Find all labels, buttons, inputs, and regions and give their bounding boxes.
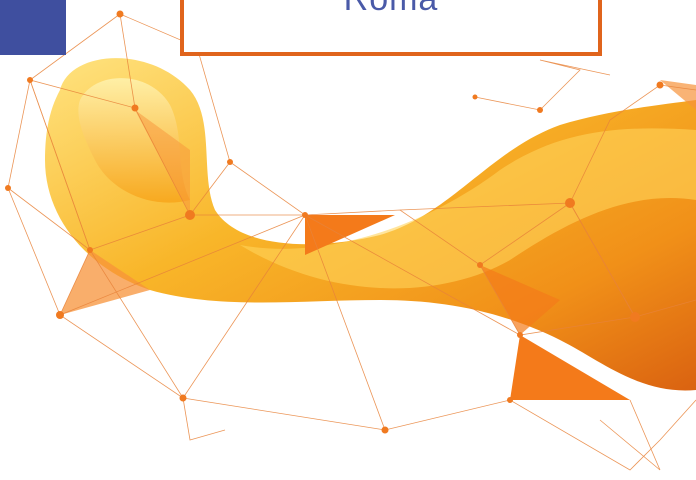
blue-block	[0, 0, 66, 55]
title-box: Roma	[180, 0, 602, 56]
title: Roma	[184, 0, 598, 19]
